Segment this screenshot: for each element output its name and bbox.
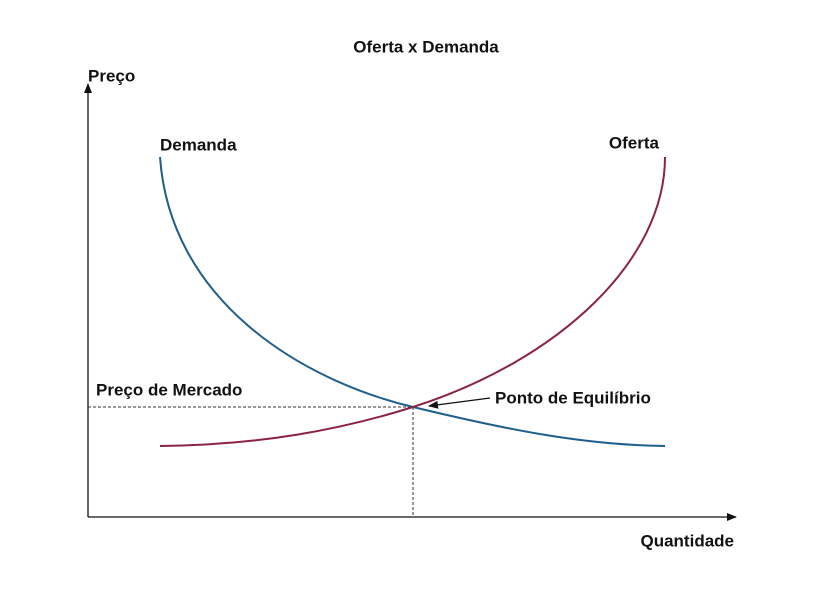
demand-curve <box>159 156 666 447</box>
supply-label: Oferta <box>609 133 660 152</box>
y-axis-label: Preço <box>88 66 135 85</box>
equilibrium-label: Ponto de Equilíbrio <box>495 388 651 407</box>
title: Oferta x Demanda <box>353 37 499 56</box>
x-axis-label: Quantidade <box>640 531 734 550</box>
supply-curve <box>159 156 666 447</box>
demand-label: Demanda <box>160 135 237 154</box>
market-price-label: Preço de Mercado <box>96 380 242 399</box>
equilibrium-arrow <box>428 397 491 409</box>
